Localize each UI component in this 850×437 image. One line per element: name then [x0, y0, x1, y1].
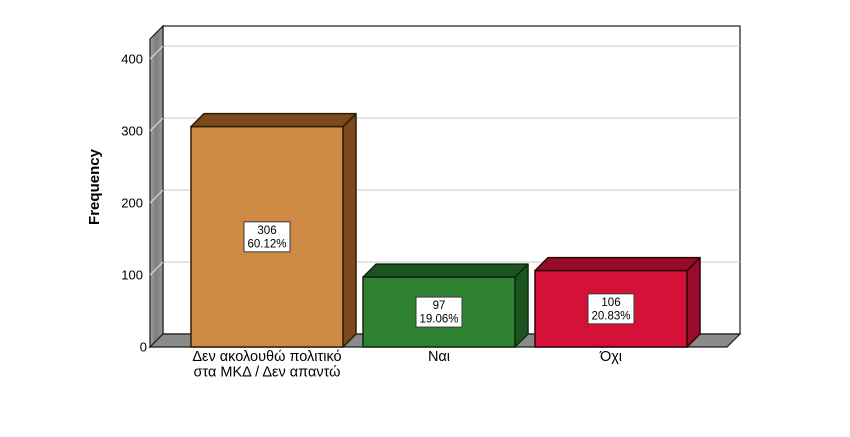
- value-percent-label-2: 20.83%: [591, 310, 630, 322]
- bar-1-top-face: [362, 263, 529, 278]
- bar-0-top-face: [190, 112, 357, 128]
- bar-0-side-face: [342, 112, 357, 348]
- value-label-box-1: [415, 296, 463, 328]
- y-tick-label-0: 0: [140, 340, 147, 355]
- value-label-box-2: [587, 293, 635, 325]
- value-count-label-0: 306: [257, 225, 276, 237]
- y-tick-label-400: 400: [121, 52, 143, 67]
- x-category-label-2: Όχι: [599, 349, 622, 365]
- y-tick-mark-300: [149, 117, 164, 132]
- value-count-label-1: 97: [433, 300, 446, 312]
- value-label-box-0: [243, 221, 291, 253]
- x-category-label-0: Δεν ακολουθώ πολιτικό στα ΜΚΔ / Δεν απαντ…: [192, 349, 341, 381]
- value-percent-label-0: 60.12%: [247, 238, 286, 250]
- y-tick-mark-200: [149, 189, 164, 204]
- y-axis-title: Frequency: [86, 148, 103, 225]
- bar-1[interactable]: 97 19.06%: [362, 263, 529, 348]
- x-category-label-1: Ναι: [428, 349, 450, 365]
- bar-2-side-face: [686, 256, 701, 348]
- y-tick-label-200: 200: [121, 196, 143, 211]
- value-percent-label-1: 19.06%: [419, 314, 458, 326]
- y-tick-label-100: 100: [121, 268, 143, 283]
- bar-2-top-face: [534, 256, 701, 272]
- value-count-label-2: 106: [601, 297, 620, 309]
- axis-wall-left: [149, 24, 164, 349]
- y-tick-label-300: 300: [121, 124, 143, 139]
- bar-1-side-face: [514, 263, 529, 348]
- y-tick-mark-400: [149, 45, 164, 60]
- y-tick-mark-100: [149, 261, 164, 276]
